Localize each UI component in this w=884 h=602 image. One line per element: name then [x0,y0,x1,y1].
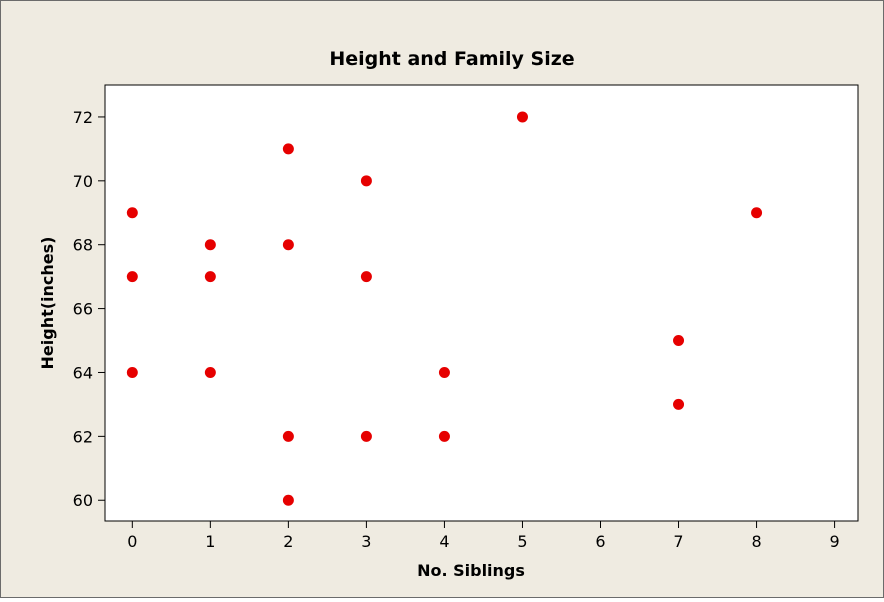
y-tick-label: 62 [73,427,93,446]
x-tick-label: 2 [283,532,293,551]
x-tick-label: 9 [829,532,839,551]
x-tick-label: 7 [673,532,683,551]
data-point [438,366,450,378]
y-tick-label: 70 [73,172,93,191]
y-tick-label: 66 [73,300,93,319]
data-point [751,207,763,219]
x-tick-label: 3 [361,532,371,551]
x-tick-label: 4 [439,532,449,551]
chart-title: Height and Family Size [329,48,574,70]
x-axis: 0 1 2 3 4 5 6 7 8 9 [127,521,840,551]
data-point [360,175,372,187]
x-tick-label: 5 [517,532,527,551]
data-point [282,430,294,442]
x-tick-label: 6 [595,532,605,551]
data-point [516,111,528,123]
data-point [282,494,294,506]
data-point [126,366,138,378]
y-tick-label: 64 [73,363,93,382]
x-tick-label: 1 [205,532,215,551]
x-axis-label: No. Siblings [417,561,525,580]
data-point [673,398,685,410]
y-axis-label: Height(inches) [38,237,57,370]
data-point [282,143,294,155]
data-point [360,271,372,283]
y-tick-label: 68 [73,236,93,255]
x-tick-label: 0 [127,532,137,551]
data-point [204,366,216,378]
data-point [204,271,216,283]
y-axis: 60 62 64 66 68 70 72 [73,108,105,510]
data-point [282,239,294,251]
data-point [204,239,216,251]
y-tick-label: 72 [73,108,93,127]
data-point [438,430,450,442]
data-point [673,335,685,347]
x-tick-label: 8 [751,532,761,551]
data-point [360,430,372,442]
data-point [126,207,138,219]
plot-area [104,84,859,522]
data-points [126,111,763,506]
data-point [126,271,138,283]
y-tick-label: 60 [73,491,93,510]
